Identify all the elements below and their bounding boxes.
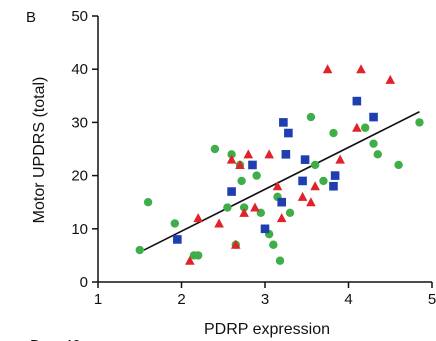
data-point-circle (285, 208, 295, 218)
data-point-square (173, 235, 182, 244)
data-point-circle (329, 128, 338, 138)
data-point-circle (373, 150, 382, 159)
y-axis-label: Motor UPDRS (total) (31, 77, 48, 224)
data-point-triangle (250, 202, 260, 212)
data-point-triangle (322, 64, 333, 74)
data-point-square (300, 155, 310, 164)
data-point-triangle (185, 255, 195, 265)
data-point-triangle (235, 159, 245, 169)
data-points (135, 64, 424, 265)
data-point-circle (223, 203, 232, 212)
data-point-circle (319, 176, 328, 186)
data-point-triangle (276, 213, 287, 223)
data-point-triangle (385, 74, 396, 84)
x-axis-label: PDRP expression (204, 321, 330, 338)
data-point-circle (361, 123, 370, 132)
data-point-square (298, 176, 307, 186)
data-point-triangle (272, 181, 283, 191)
data-point-triangle (230, 239, 241, 249)
x-tick-label: 1 (94, 291, 102, 308)
data-point-square (369, 112, 378, 122)
data-point-triangle (335, 154, 345, 164)
data-point-triangle (352, 122, 362, 132)
x-tick-label: 4 (344, 291, 352, 308)
data-point-circle (227, 150, 236, 159)
data-point-triangle (243, 149, 254, 159)
data-point-circle (210, 144, 220, 154)
panel-letter: B (26, 9, 36, 26)
x-tick-label: 3 (261, 291, 269, 308)
y-tick-label: 0 (80, 274, 88, 291)
data-point-triangle (264, 149, 274, 159)
data-point-square (352, 96, 362, 106)
data-point-square (329, 181, 338, 191)
data-point-circle (170, 219, 180, 228)
data-point-circle (252, 171, 261, 180)
data-point-square (248, 160, 257, 170)
y-axis-ticks: 0 10 20 30 40 50 (71, 8, 98, 291)
data-point-triangle (239, 207, 249, 217)
trend-line (143, 111, 420, 251)
data-point-triangle (297, 191, 308, 201)
clipped-tick-label: 40 (64, 337, 81, 341)
data-point-circle (369, 139, 378, 148)
data-point-circle (237, 176, 246, 186)
x-tick-label: 5 (428, 291, 436, 308)
data-point-square (281, 150, 291, 159)
y-tick-label: 40 (71, 61, 88, 78)
data-point-triangle (310, 181, 320, 191)
y-tick-label: 30 (71, 114, 88, 131)
data-point-circle (239, 203, 249, 212)
y-tick-label: 50 (71, 8, 88, 25)
data-point-circle (194, 251, 203, 260)
data-point-square (227, 187, 236, 196)
data-point-circle (135, 245, 144, 255)
x-axis-ticks: 1 2 3 4 5 (94, 282, 436, 308)
data-point-circle (394, 160, 403, 170)
data-point-square (279, 118, 288, 127)
data-point-square (277, 197, 286, 207)
x-tick-label: 2 (177, 291, 185, 308)
data-point-triangle (214, 218, 224, 228)
data-point-triangle (356, 64, 366, 74)
data-point-circle (269, 240, 278, 249)
y-tick-label: 10 (71, 221, 88, 238)
data-point-triangle (306, 197, 316, 207)
data-point-square (330, 171, 340, 180)
data-point-triangle (193, 213, 203, 223)
data-point-circle (306, 112, 316, 122)
data-point-circle (415, 118, 424, 127)
data-point-square (260, 224, 270, 234)
clipped-panel-letter: D (30, 337, 41, 341)
data-point-triangle (226, 154, 237, 164)
data-point-circle (143, 198, 153, 207)
data-point-circle (310, 160, 320, 170)
data-point-square (284, 128, 293, 138)
trend-line-group (143, 111, 420, 251)
y-tick-label: 20 (71, 168, 88, 185)
data-point-circle (275, 256, 285, 265)
